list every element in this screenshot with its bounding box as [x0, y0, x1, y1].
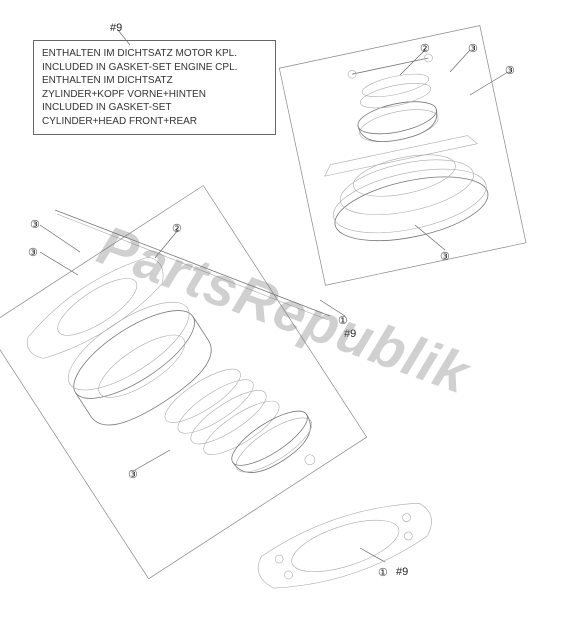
- callout-3-lower: ③: [128, 468, 138, 481]
- callout-3-upper-b: ③: [505, 64, 515, 77]
- info-line: ZYLINDER+KOPF VORNE+HINTEN: [42, 88, 267, 102]
- callout-3-upper-c: ③: [440, 250, 450, 263]
- callout-3-left-a: ③: [30, 218, 40, 231]
- info-line: INCLUDED IN GASKET-SET ENGINE CPL.: [42, 61, 267, 75]
- info-line: ENTHALTEN IM DICHTSATZ: [42, 74, 267, 88]
- callout-2-lower: ②: [172, 222, 182, 235]
- info-line: INCLUDED IN GASKET-SET: [42, 101, 267, 115]
- callout-3-left-b: ③: [28, 246, 38, 259]
- watermark-text: PartsRepublik: [90, 211, 478, 405]
- callout-hash9-top: #9: [110, 22, 122, 34]
- callout-3-upper-a: ③: [468, 42, 478, 55]
- callout-1-bottom: ①: [378, 566, 388, 579]
- callout-hash9-bottom: #9: [396, 566, 408, 578]
- callout-hash9-mid: #9: [344, 328, 356, 340]
- info-line: CYLINDER+HEAD FRONT+REAR: [42, 115, 267, 129]
- callout-2-upper: ②: [420, 42, 430, 55]
- diagram-canvas: ENTHALTEN IM DICHTSATZ MOTOR KPL. INCLUD…: [0, 0, 568, 617]
- info-box: ENTHALTEN IM DICHTSATZ MOTOR KPL. INCLUD…: [33, 40, 276, 135]
- callout-1-mid: ①: [338, 314, 348, 327]
- info-line: ENTHALTEN IM DICHTSATZ MOTOR KPL.: [42, 47, 267, 61]
